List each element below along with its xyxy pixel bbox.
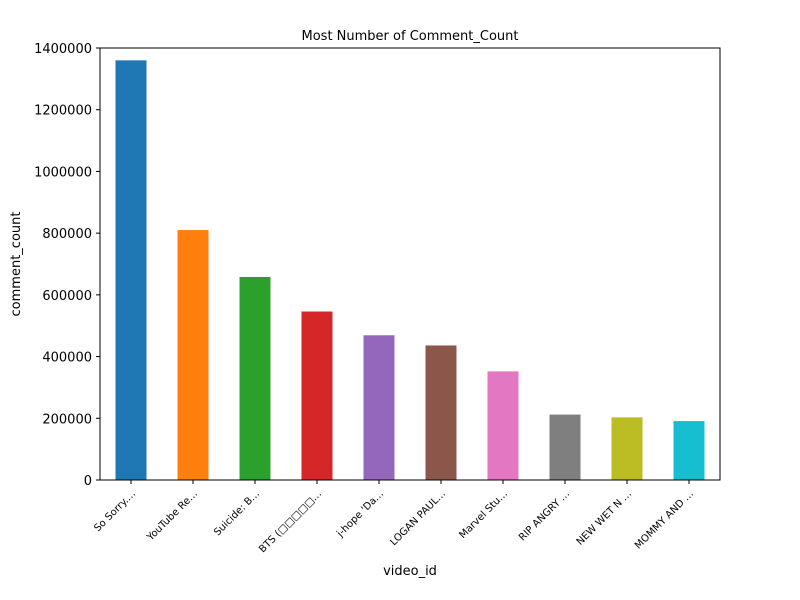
bar-4 xyxy=(363,335,395,480)
bar-1 xyxy=(177,230,209,480)
y-axis: 0 200000 400000 600000 800000 1000000 1200000 1… xyxy=(34,42,100,489)
bars-group xyxy=(115,60,705,480)
bar-8 xyxy=(611,417,643,480)
bar-0 xyxy=(115,60,147,480)
x-axis-label: video_id xyxy=(383,564,437,579)
bar-3 xyxy=(301,311,333,480)
y-tick-label: 1200000 xyxy=(34,104,92,119)
y-tick-label: 400000 xyxy=(42,351,92,366)
bar-9 xyxy=(673,421,705,480)
bar-7 xyxy=(549,414,581,480)
y-axis-label: comment_count xyxy=(9,212,24,317)
plot-frame xyxy=(99,47,721,481)
y-tick-label: 0 xyxy=(84,474,92,489)
bar-2 xyxy=(239,276,271,480)
y-tick-label: 600000 xyxy=(42,289,92,304)
y-tick-label: 1000000 xyxy=(34,165,92,180)
y-tick-label: 200000 xyxy=(42,412,92,427)
bar-6 xyxy=(487,371,519,480)
y-tick-label: 1400000 xyxy=(34,42,92,57)
chart-title: Most Number of Comment_Count xyxy=(302,29,519,44)
y-tick-label: 800000 xyxy=(42,227,92,242)
bar-5 xyxy=(425,345,457,480)
